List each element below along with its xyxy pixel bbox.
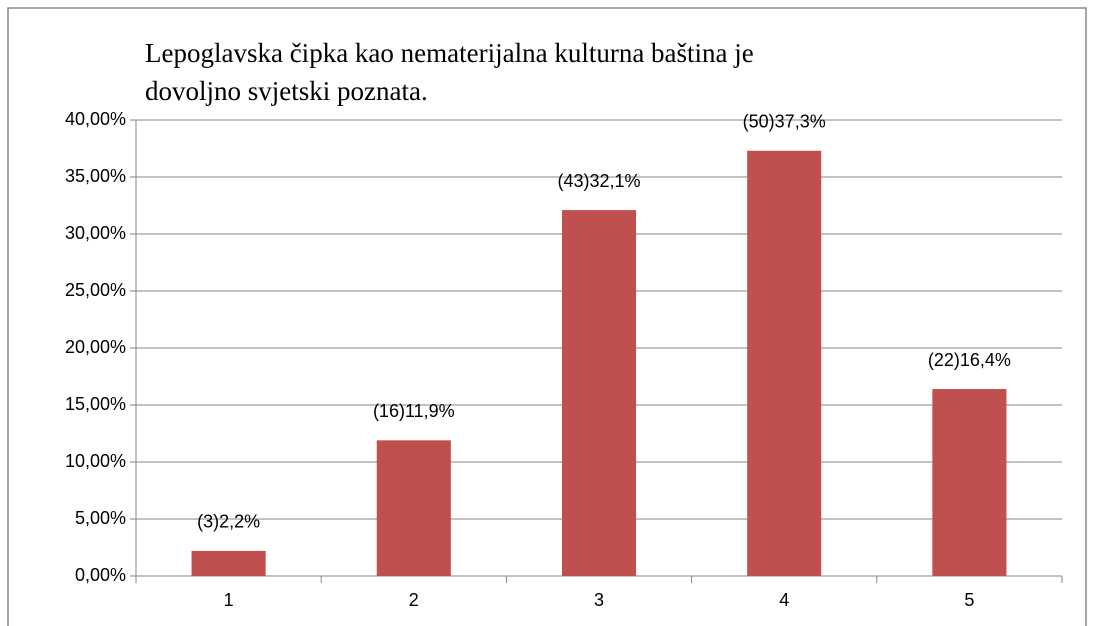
x-tick-label: 5 <box>964 590 974 610</box>
x-tick-label: 2 <box>409 590 419 610</box>
chart-title: Lepoglavska čipka kao nematerijalna kult… <box>145 38 754 106</box>
bar <box>376 440 451 576</box>
data-label: (50)37,3% <box>743 112 826 132</box>
data-label: (43)32,1% <box>557 171 640 191</box>
y-tick-label: 5,00% <box>75 508 126 528</box>
data-label: (3)2,2% <box>197 512 260 532</box>
y-tick-label: 10,00% <box>65 451 126 471</box>
bar <box>932 389 1007 576</box>
bar <box>747 150 822 576</box>
y-tick-label: 40,00% <box>65 109 126 129</box>
x-tick-label: 4 <box>779 590 789 610</box>
y-tick-label: 25,00% <box>65 280 126 300</box>
y-tick-label: 35,00% <box>65 166 126 186</box>
y-tick-label: 30,00% <box>65 223 126 243</box>
data-label: (16)11,9% <box>373 401 455 421</box>
data-label: (22)16,4% <box>928 350 1011 370</box>
bar <box>191 550 266 576</box>
chart-border <box>7 7 1087 626</box>
y-tick-label: 0,00% <box>75 565 126 585</box>
x-tick-label: 3 <box>594 590 604 610</box>
x-tick-label: 1 <box>224 590 234 610</box>
y-tick-label: 20,00% <box>65 337 126 357</box>
bar <box>561 210 637 576</box>
y-tick-label: 15,00% <box>65 394 126 414</box>
